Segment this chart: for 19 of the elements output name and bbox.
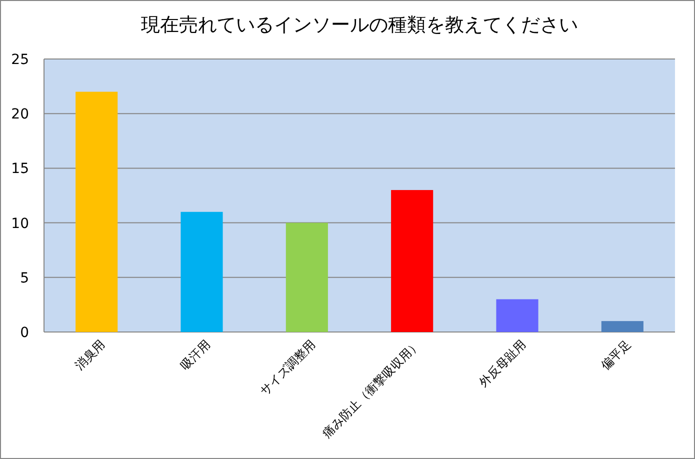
x-tick-label: サイズ調整用 <box>257 337 318 398</box>
bar <box>286 222 328 332</box>
bar <box>180 212 223 332</box>
y-tick-label: 25 <box>11 52 29 68</box>
y-tick-label: 20 <box>11 106 29 123</box>
bar <box>391 190 434 332</box>
y-tick-label: 0 <box>20 325 29 341</box>
bar <box>76 92 118 332</box>
y-tick-label: 10 <box>11 216 29 232</box>
bar <box>601 321 644 332</box>
y-tick-label: 5 <box>20 270 29 286</box>
x-tick-label: 偏平足 <box>598 337 634 373</box>
chart-title: 現在売れているインソールの種類を教えてください <box>141 14 578 36</box>
x-tick-label: 痛み防止（衝撃吸収用） <box>320 337 424 440</box>
bar <box>496 299 538 332</box>
y-tick-label: 15 <box>11 161 29 178</box>
x-tick-label: 吸汗用 <box>178 337 213 373</box>
x-tick-label: 消臭用 <box>72 337 108 373</box>
x-tick-label: 外反母趾用 <box>476 337 528 390</box>
